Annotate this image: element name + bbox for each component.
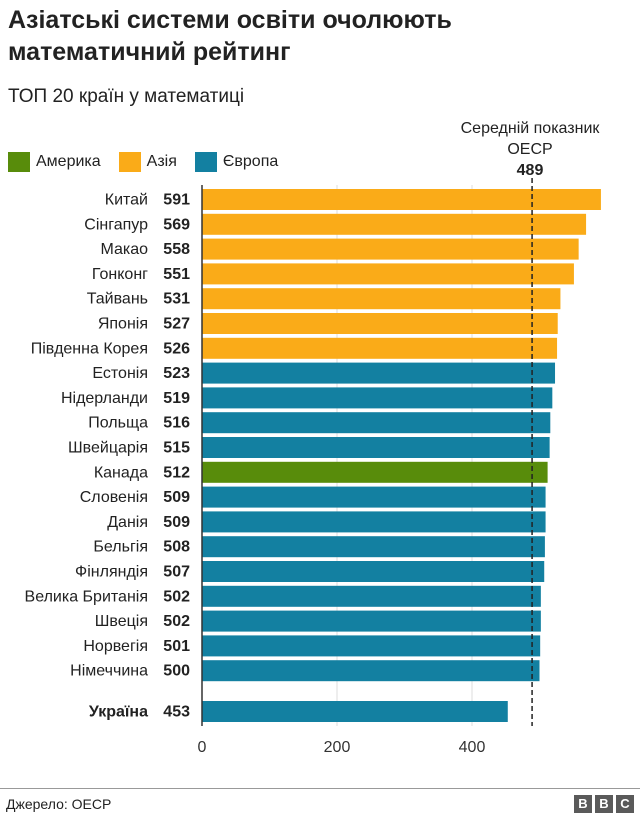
category-label: Китай (105, 192, 148, 209)
bar (202, 288, 561, 310)
reference-label-line1: Середній показник (460, 120, 600, 137)
value-label: 509 (163, 514, 190, 531)
x-tick-label: 0 (198, 739, 207, 756)
value-label: 509 (163, 489, 190, 506)
value-label: 519 (163, 390, 190, 407)
category-label: Тайвань (87, 291, 148, 308)
bbc-logo: B B C (571, 795, 634, 813)
category-label: Південна Корея (31, 340, 148, 357)
category-label: Канада (94, 464, 148, 481)
bar (202, 387, 553, 409)
category-label: Україна (89, 704, 148, 721)
source-note: Джерело: OECP (6, 796, 112, 812)
legend-item-europe: Європа (194, 152, 279, 172)
category-label: Данія (107, 514, 148, 531)
category-label: Гонконг (92, 266, 148, 283)
category-label: Сінгапур (84, 216, 148, 233)
chart-title: Азіатські системи освіти очолюють матема… (8, 6, 452, 66)
category-label: Фінляндія (75, 564, 148, 581)
bar (202, 536, 545, 558)
value-label: 516 (163, 415, 190, 432)
value-label: 558 (163, 241, 190, 258)
category-label: Макао (100, 241, 148, 258)
legend-label-europe: Європа (222, 153, 279, 170)
bbc-logo-letter: C (616, 795, 634, 813)
legend-swatch-america (8, 152, 30, 172)
value-label: 502 (163, 613, 190, 630)
bar (202, 561, 545, 582)
footer-divider (0, 788, 640, 789)
bbc-logo-letter: B (595, 795, 613, 813)
chart-subtitle: ТОП 20 країн у математиці (8, 86, 245, 107)
bar (202, 313, 558, 334)
bar (202, 660, 540, 682)
value-label: 508 (163, 539, 190, 556)
category-label: Швеція (95, 613, 148, 630)
legend: Америка Азія Європа (8, 150, 296, 174)
bar (202, 635, 541, 657)
value-label: 526 (163, 340, 190, 357)
legend-label-asia: Азія (146, 153, 177, 170)
bar (202, 610, 541, 632)
bar (202, 701, 508, 722)
bbc-logo-letter: B (574, 795, 592, 813)
category-label: Бельгія (93, 539, 148, 556)
category-label: Норвегія (83, 638, 148, 655)
legend-swatch-asia (118, 152, 141, 172)
category-label: Швейцарія (68, 440, 148, 457)
category-label: Естонія (92, 365, 148, 382)
value-label: 531 (163, 291, 190, 308)
value-label: 515 (163, 440, 190, 457)
legend-item-asia: Азія (118, 152, 177, 172)
bar (202, 189, 601, 210)
value-label: 512 (163, 464, 190, 481)
legend-label-america: Америка (36, 153, 101, 170)
category-label: Польща (88, 415, 148, 432)
bar (202, 263, 574, 285)
legend-swatch-europe (194, 152, 217, 172)
x-tick-label: 200 (324, 739, 351, 756)
value-label: 502 (163, 588, 190, 605)
bar-chart: 0 200 400 Китай 591 Сінгапур 569 Макао 558 Гонкон… (25, 178, 601, 756)
bar (202, 412, 551, 434)
value-label: 551 (163, 266, 190, 283)
category-label: Нідерланди (61, 390, 148, 407)
category-label: Німеччина (70, 663, 148, 680)
bar (202, 486, 546, 508)
legend-item-america: Америка (8, 152, 101, 172)
reference-label: Середній показник OECP 489 (430, 118, 630, 181)
bar (202, 437, 550, 458)
value-label: 569 (163, 216, 190, 233)
bar (202, 238, 579, 260)
value-label: 453 (163, 704, 190, 721)
category-label: Словенія (80, 489, 148, 506)
value-label: 507 (163, 564, 190, 581)
value-label: 501 (163, 638, 190, 655)
value-label: 523 (163, 365, 190, 382)
bar (202, 585, 541, 607)
bar (202, 362, 556, 384)
bar (202, 511, 546, 533)
x-tick-label: 400 (459, 739, 486, 756)
bar (202, 213, 587, 235)
bar (202, 337, 558, 359)
category-label: Велика Британія (25, 588, 148, 605)
bar (202, 461, 548, 483)
value-label: 500 (163, 663, 190, 680)
category-label: Японія (98, 316, 148, 333)
value-label: 591 (163, 192, 190, 209)
reference-value: 489 (516, 162, 544, 179)
reference-label-line2: OECP (507, 141, 553, 158)
value-label: 527 (163, 316, 190, 333)
